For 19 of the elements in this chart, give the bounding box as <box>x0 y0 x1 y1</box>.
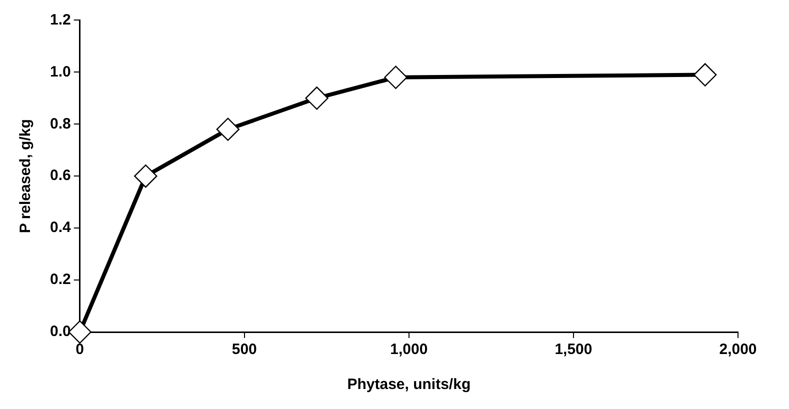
y-tick-label: 0.2 <box>50 271 71 288</box>
point <box>693 63 717 86</box>
y-tick-label: 1.0 <box>50 63 71 80</box>
y-tick-label: 0.4 <box>50 219 72 236</box>
point <box>134 164 158 188</box>
y-tick-label: 0.0 <box>50 323 71 340</box>
y-tick-label: 1.2 <box>50 11 71 28</box>
y-tick-label: 0.8 <box>50 115 71 132</box>
point <box>305 86 328 110</box>
x-tick-label: 1,000 <box>390 341 428 358</box>
point <box>216 118 240 141</box>
x-tick-label: 2,000 <box>719 341 757 358</box>
point <box>384 66 408 89</box>
x-tick-label: 1,500 <box>554 341 592 358</box>
x-tick-label: 0 <box>76 341 84 358</box>
y-tick-label: 0.6 <box>50 167 71 184</box>
y-axis-title: P released, g/kg <box>17 119 34 234</box>
x-axis-title: Phytase, units/kg <box>347 376 471 394</box>
x-tick-label: 500 <box>232 341 257 358</box>
